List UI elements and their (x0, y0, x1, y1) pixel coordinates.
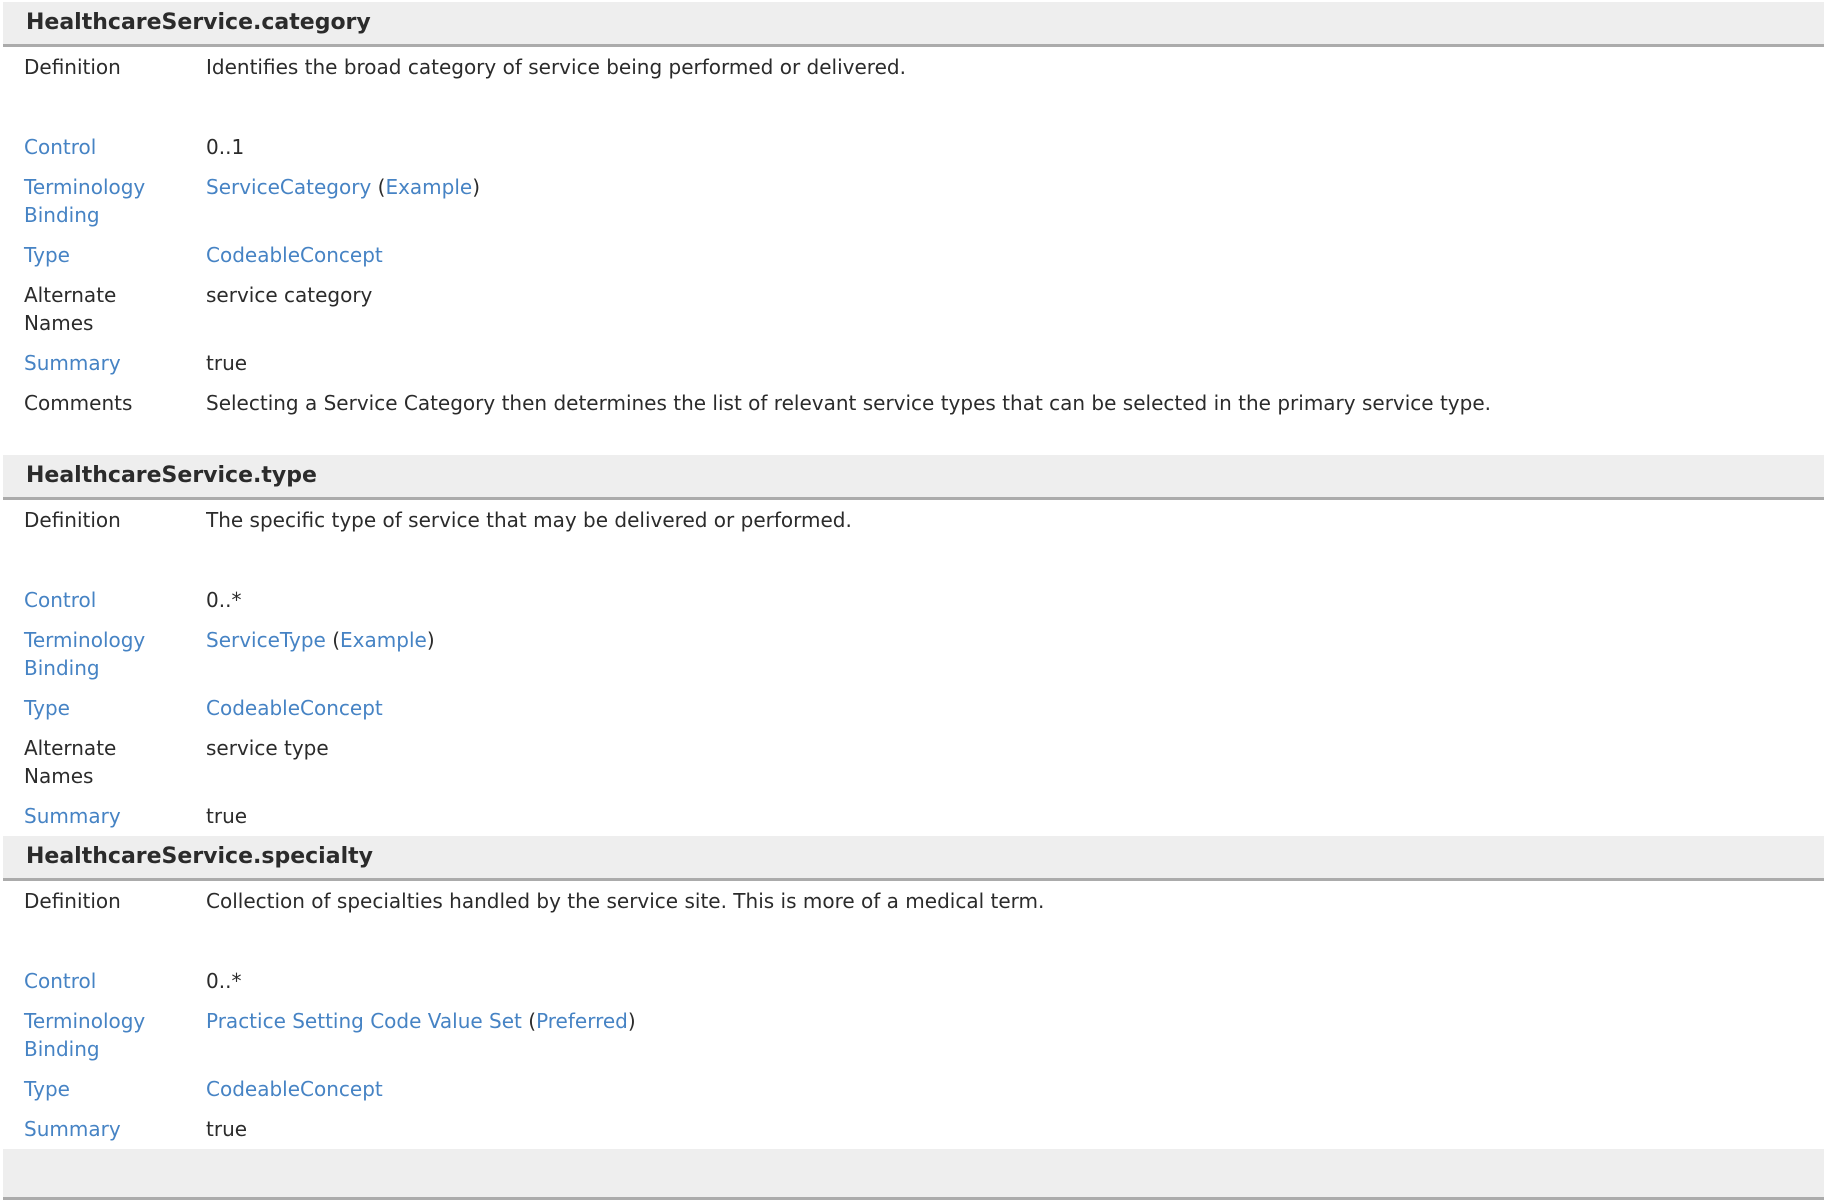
row-label: Definition (24, 55, 121, 79)
row-label-link[interactable]: Type (24, 243, 70, 267)
value-text: Identifies the broad category of service… (206, 55, 906, 79)
dictionary-row: Alternate Names service type (3, 728, 1824, 796)
section-header-bar: HealthcareService.category (3, 2, 1824, 47)
row-label-link[interactable]: Type (24, 696, 70, 720)
row-label-link[interactable]: Terminology Binding (24, 628, 146, 680)
section-header-bar: HealthcareService.type (3, 455, 1824, 500)
value-link[interactable]: Example (385, 175, 473, 199)
dictionary-row: Control 0..1 (3, 127, 1824, 167)
value-text: 0..* (206, 588, 242, 612)
row-value: Collection of specialties handled by the… (206, 880, 1824, 962)
row-label-link[interactable]: Type (24, 1077, 70, 1101)
value-text: Collection of specialties handled by the… (206, 889, 1045, 913)
row-value: 0..* (206, 580, 1824, 620)
dictionary-row: Alternate Names service category (3, 275, 1824, 343)
row-label: Definition (24, 508, 121, 532)
value-text: ) (472, 175, 481, 199)
row-label-link[interactable]: Terminology Binding (24, 1009, 146, 1061)
value-text: true (206, 1117, 248, 1141)
section-title: HealthcareService.category (3, 2, 1824, 47)
dictionary-row: Definition Collection of specialties hand… (3, 880, 1824, 962)
dictionary-row: Terminology Binding Practice Setting Code… (3, 1001, 1824, 1069)
dictionary-row: Type CodeableConcept (3, 235, 1824, 275)
row-label: Alternate Names (24, 283, 117, 335)
value-link[interactable]: Example (340, 628, 427, 652)
row-value: The specific type of service that may be… (206, 499, 1824, 581)
section-title: HealthcareService.type (3, 455, 1824, 500)
value-text: true (206, 351, 248, 375)
row-label-link[interactable]: Summary (24, 804, 121, 828)
row-value: true (206, 796, 1824, 836)
row-value: ServiceCategory (Example) (206, 167, 1824, 235)
value-text: service category (206, 283, 373, 307)
row-label: Definition (24, 889, 121, 913)
value-text: ( (521, 1009, 537, 1033)
row-label: Alternate Names (24, 736, 117, 788)
value-text: ) (627, 1009, 636, 1033)
value-text: true (206, 804, 248, 828)
dictionary-row: Summary true (3, 343, 1824, 383)
row-label-link[interactable]: Control (24, 969, 97, 993)
value-link[interactable]: CodeableConcept (206, 1077, 383, 1101)
row-label: Comments (24, 391, 133, 415)
dictionary-row: Type CodeableConcept (3, 688, 1824, 728)
row-value: service category (206, 275, 1824, 343)
dictionary-row: Control 0..* (3, 580, 1824, 620)
row-label-link[interactable]: Control (24, 135, 97, 159)
dictionary-row: Type CodeableConcept (3, 1069, 1824, 1109)
section-title: HealthcareService.specialty (3, 836, 1824, 881)
section-header-bar: HealthcareService.specialty (3, 836, 1824, 881)
value-link[interactable]: ServiceCategory (206, 175, 372, 199)
value-link[interactable]: Practice Setting Code Value Set (206, 1009, 522, 1033)
row-value: true (206, 343, 1824, 383)
value-text: service type (206, 736, 329, 760)
row-value: service type (206, 728, 1824, 796)
value-text: ( (371, 175, 386, 199)
dictionary-row: Terminology Binding ServiceType (Example) (3, 620, 1824, 688)
value-link[interactable]: CodeableConcept (206, 696, 383, 720)
value-link[interactable]: Preferred (536, 1009, 628, 1033)
row-value: ServiceType (Example) (206, 620, 1824, 688)
row-value: Practice Setting Code Value Set (Preferr… (206, 1001, 1824, 1069)
dictionary-row: Definition Identifies the broad category … (3, 46, 1824, 128)
row-value: true (206, 1109, 1824, 1149)
row-label-link[interactable]: Control (24, 588, 97, 612)
value-link[interactable]: ServiceType (206, 628, 326, 652)
value-text: 0..1 (206, 135, 245, 159)
row-label-link[interactable]: Summary (24, 351, 121, 375)
value-text: Selecting a Service Category then determ… (206, 391, 1491, 415)
value-text: ( (325, 628, 341, 652)
dictionary-row: Comments Selecting a Service Category the… (3, 383, 1824, 455)
value-text: The specific type of service that may be… (206, 508, 852, 532)
row-value: CodeableConcept (206, 1069, 1824, 1109)
row-value: CodeableConcept (206, 688, 1824, 728)
dictionary-row: Terminology Binding ServiceCategory (Exam… (3, 167, 1824, 235)
row-label-link[interactable]: Summary (24, 1117, 121, 1141)
dictionary-row: Control 0..* (3, 961, 1824, 1001)
row-value: Selecting a Service Category then determ… (206, 383, 1824, 455)
row-value: 0..* (206, 961, 1824, 1001)
value-text: 0..* (206, 969, 242, 993)
value-link[interactable]: CodeableConcept (206, 243, 383, 267)
dictionary-row: Summary true (3, 1109, 1824, 1149)
next-section-header-bar (3, 1149, 1824, 1200)
dictionary-table: HealthcareService.category Definition Iden… (3, 2, 1824, 1149)
value-text: ) (426, 628, 435, 652)
row-label-link[interactable]: Terminology Binding (24, 175, 146, 227)
dictionary-row: Summary true (3, 796, 1824, 836)
dictionary-row: Definition The specific type of service t… (3, 499, 1824, 581)
row-value: 0..1 (206, 127, 1824, 167)
row-value: Identifies the broad category of service… (206, 46, 1824, 128)
row-value: CodeableConcept (206, 235, 1824, 275)
